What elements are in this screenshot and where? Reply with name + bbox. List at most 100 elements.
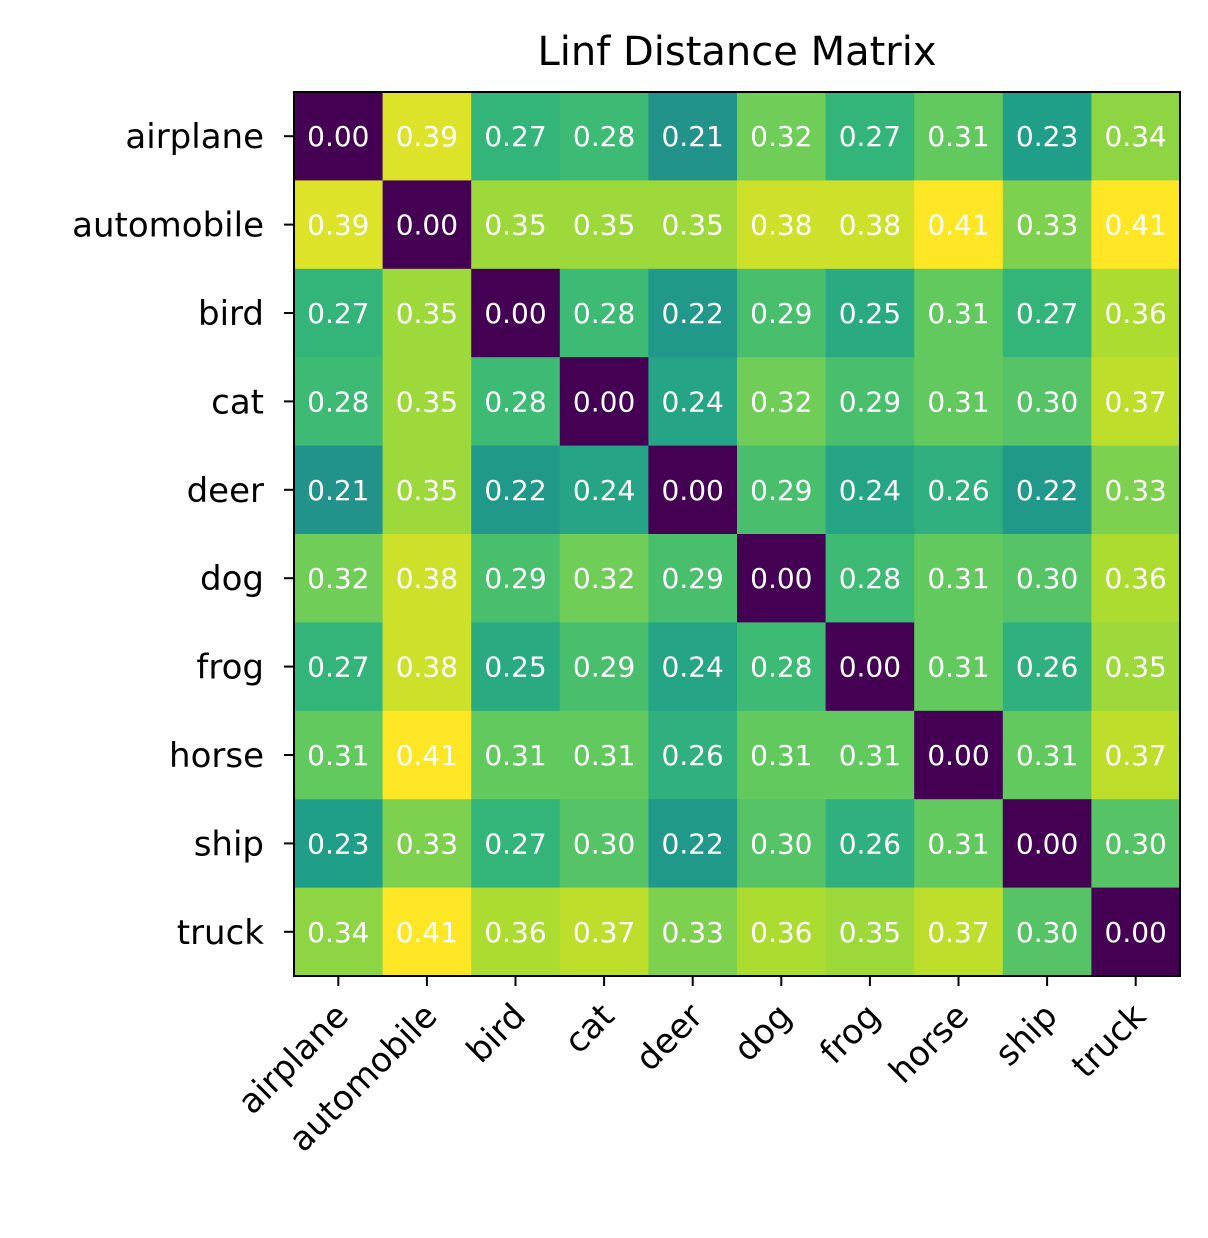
x-tick-label: truck (1064, 996, 1154, 1086)
heatmap-cell (825, 534, 915, 623)
cell-value-label: 0.00 (396, 209, 458, 242)
heatmap-cell (559, 445, 649, 535)
heatmap-cell (648, 622, 738, 712)
cell-value-label: 0.39 (396, 120, 458, 153)
cell-value-label: 0.23 (1016, 120, 1078, 153)
cell-value-label: 0.33 (1016, 209, 1078, 242)
heatmap-cell (1002, 710, 1092, 800)
heatmap-cell (1091, 887, 1181, 977)
cell-value-label: 0.34 (307, 916, 369, 949)
heatmap-cell (1091, 92, 1181, 181)
cell-value-label: 0.37 (573, 916, 635, 949)
heatmap-cell (382, 622, 472, 712)
cell-value-label: 0.28 (484, 385, 546, 418)
y-tick-label: horse (169, 736, 264, 776)
cell-value-label: 0.24 (839, 474, 901, 507)
cell-value-label: 0.26 (1016, 651, 1078, 684)
cell-value-label: 0.30 (750, 827, 812, 860)
cell-value-label: 0.33 (1105, 474, 1167, 507)
heatmap-cell (1002, 357, 1092, 447)
heatmap-cell (471, 357, 561, 447)
cell-value-label: 0.31 (307, 739, 369, 772)
x-tick-label: deer (628, 996, 711, 1079)
heatmap-cell (294, 887, 384, 977)
heatmap-cell (914, 710, 1004, 800)
heatmap-cell (737, 799, 827, 889)
cell-value-label: 0.41 (396, 916, 458, 949)
heatmap-cell (648, 887, 738, 977)
cell-value-label: 0.24 (662, 385, 724, 418)
heatmap-cell (825, 268, 915, 358)
cell-value-label: 0.37 (927, 916, 989, 949)
heatmap-cell (737, 887, 827, 977)
heatmap-cell (559, 92, 649, 181)
cell-value-label: 0.00 (662, 474, 724, 507)
cell-value-label: 0.00 (573, 385, 635, 418)
heatmap-cell (648, 268, 738, 358)
heatmap-cell (1002, 887, 1092, 977)
heatmap-cell (914, 180, 1004, 270)
chart-title: Linf Distance Matrix (537, 29, 936, 75)
x-tick-label: frog (812, 996, 888, 1072)
y-axis: airplane automobile bird cat deer dog frog hors… (72, 117, 294, 953)
plot-frame (293, 91, 1181, 977)
cell-value-label: 0.38 (839, 209, 901, 242)
cell-value-label: 0.27 (484, 120, 546, 153)
heatmap-cell (648, 180, 738, 270)
heatmap-cell (294, 357, 384, 447)
heatmap-cell (914, 622, 1004, 712)
cell-value-label: 0.35 (573, 209, 635, 242)
heatmap-cell (825, 710, 915, 800)
cell-value-label: 0.35 (1105, 651, 1167, 684)
cell-value-labels: 0.00 0.39 0.27 0.28 0.21 0.32 0.27 0.31 0.23 0.34… (307, 120, 1167, 949)
heatmap-cell (825, 445, 915, 535)
heatmap-cell (294, 534, 384, 623)
heatmap-cell (1091, 710, 1181, 800)
y-tick-label: airplane (125, 117, 264, 157)
cell-value-label: 0.41 (927, 209, 989, 242)
heatmap-cell (1091, 799, 1181, 889)
cell-value-label: 0.32 (573, 562, 635, 595)
cell-value-label: 0.26 (662, 739, 724, 772)
x-tick-label: bird (459, 996, 534, 1071)
cell-value-label: 0.21 (307, 474, 369, 507)
heatmap-cell (737, 710, 827, 800)
cell-value-label: 0.35 (839, 916, 901, 949)
cell-value-label: 0.30 (1016, 562, 1078, 595)
heatmap-cell (294, 92, 384, 181)
heatmap-cell (648, 357, 738, 447)
heatmap-cell (1002, 180, 1092, 270)
cell-value-label: 0.30 (573, 827, 635, 860)
heatmap-cell (825, 799, 915, 889)
heatmap-cell (382, 534, 472, 623)
cell-value-label: 0.25 (484, 651, 546, 684)
x-tick-label: cat (557, 996, 623, 1062)
heatmap-cell (559, 887, 649, 977)
heatmap-cell (1002, 92, 1092, 181)
heatmap-cell (559, 180, 649, 270)
cell-value-label: 0.23 (307, 827, 369, 860)
cell-value-label: 0.00 (839, 651, 901, 684)
heatmap-cell (825, 887, 915, 977)
cell-value-label: 0.35 (396, 385, 458, 418)
cell-value-label: 0.31 (927, 562, 989, 595)
heatmap-cell (914, 799, 1004, 889)
y-tick-label: truck (177, 913, 265, 953)
cell-value-label: 0.31 (839, 739, 901, 772)
heatmap-cell (648, 799, 738, 889)
heatmap-cell (1002, 268, 1092, 358)
cell-value-label: 0.00 (750, 562, 812, 595)
cell-value-label: 0.00 (927, 739, 989, 772)
heatmap-cell (825, 92, 915, 181)
cell-value-label: 0.00 (1105, 916, 1167, 949)
heatmap-cell (737, 445, 827, 535)
heatmap-cell (559, 799, 649, 889)
heatmap-cell (914, 92, 1004, 181)
heatmap-cell (559, 357, 649, 447)
cell-value-label: 0.36 (1105, 562, 1167, 595)
heatmap-cell (1002, 799, 1092, 889)
heatmap-cell (737, 268, 827, 358)
heatmap-cell (648, 445, 738, 535)
